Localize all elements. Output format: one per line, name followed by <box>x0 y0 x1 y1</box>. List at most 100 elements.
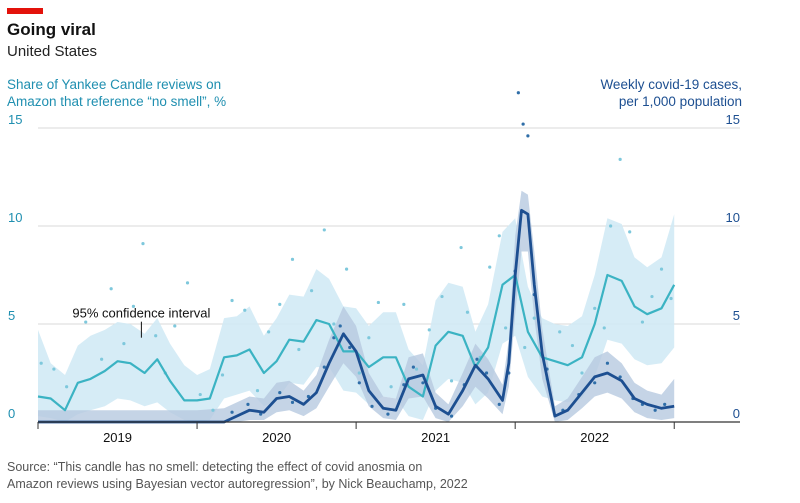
no-smell-data-point <box>659 267 664 271</box>
left-y-tick-label: 0 <box>8 406 15 421</box>
covid-data-point <box>386 412 390 416</box>
covid-data-point <box>484 371 489 375</box>
no-smell-data-point <box>640 320 645 324</box>
no-smell-data-point <box>297 347 301 352</box>
no-smell-data-point <box>309 289 314 293</box>
no-smell-data-point <box>414 367 419 371</box>
covid-data-point <box>411 365 415 369</box>
x-tick-label: 2021 <box>421 430 450 445</box>
covid-confidence-band <box>38 190 675 422</box>
covid-data-point <box>230 410 234 414</box>
no-smell-data-point <box>109 287 113 291</box>
no-smell-data-point <box>440 294 444 299</box>
chart-title: Going viral <box>7 20 96 39</box>
covid-data-point <box>526 134 530 138</box>
x-tick-label: 2022 <box>580 430 609 445</box>
source-note: Source: “This candle has no smell: detec… <box>7 459 767 493</box>
covid-data-point <box>259 412 263 416</box>
covid-data-point <box>322 365 326 369</box>
no-smell-data-point <box>185 281 190 285</box>
covid-data-point <box>653 408 657 412</box>
no-smell-data-point <box>427 328 431 332</box>
covid-data-point <box>497 402 501 406</box>
left-y-tick-label: 10 <box>8 210 22 225</box>
no-smell-data-point <box>618 157 622 161</box>
no-smell-data-point <box>669 296 673 301</box>
left-y-tick-label: 5 <box>8 308 15 323</box>
no-smell-data-point <box>504 326 508 330</box>
no-smell-data-point <box>267 330 271 334</box>
covid-data-point <box>290 400 295 404</box>
right-y-tick-label: 15 <box>726 112 740 127</box>
confidence-interval-annotation: 95% confidence interval <box>72 306 210 321</box>
no-smell-data-point <box>198 392 202 397</box>
no-smell-data-point <box>122 342 126 346</box>
no-smell-data-point <box>558 330 562 334</box>
no-smell-data-point <box>459 245 463 250</box>
no-smell-data-point <box>220 373 225 377</box>
covid-data-point <box>521 122 525 126</box>
no-smell-data-point <box>580 371 584 375</box>
right-axis-title-line-2: per 1,000 population <box>618 94 742 109</box>
no-smell-data-point <box>243 308 247 312</box>
source-line-1: Source: “This candle has no smell: detec… <box>7 460 423 474</box>
no-smell-data-point <box>465 310 470 314</box>
no-smell-data-point <box>154 334 158 338</box>
covid-data-point <box>246 402 250 406</box>
left-axis-title-line-2: Amazon that reference “no smell”, % <box>7 94 227 109</box>
no-smell-data-point <box>141 242 145 246</box>
no-smell-data-point <box>602 326 606 330</box>
covid-data-point <box>593 381 597 385</box>
covid-data-point <box>475 357 479 361</box>
right-axis-title-line-1: Weekly covid-19 cases, <box>600 77 742 92</box>
no-smell-data-point <box>65 385 69 389</box>
covid-cases-line <box>38 208 675 424</box>
no-smell-data-point <box>367 336 371 340</box>
covid-data-point <box>348 345 352 350</box>
covid-data-point <box>370 404 374 408</box>
covid-data-point <box>357 381 361 385</box>
covid-data-point <box>663 402 667 406</box>
no-smell-data-point <box>570 343 575 348</box>
no-smell-data-point <box>322 228 326 232</box>
x-tick-label: 2019 <box>103 430 132 445</box>
no-smell-data-point <box>290 257 295 261</box>
no-smell-data-point <box>173 324 177 328</box>
x-tick-label: 2020 <box>262 430 291 445</box>
left-axis-title-line-1: Share of Yankee Candle reviews on <box>7 77 222 92</box>
no-smell-data-point <box>488 265 492 269</box>
no-smell-data-point <box>609 224 613 228</box>
right-y-tick-label: 0 <box>733 406 740 421</box>
no-smell-data-point <box>402 302 406 306</box>
right-axis-title: Weekly covid-19 cases, per 1,000 populat… <box>600 76 742 110</box>
covid-data-point <box>338 324 342 328</box>
chart-area: 0 5 10 15 0 5 10 15 2019 2020 2021 2022 95% confiden… <box>8 91 740 445</box>
no-smell-data-point <box>628 230 632 234</box>
left-axis-title: Share of Yankee Candle reviews on Amazon… <box>7 76 226 110</box>
no-smell-data-point <box>230 298 234 303</box>
chart-subtitle: United States <box>7 43 98 60</box>
no-smell-data-point <box>211 408 215 412</box>
covid-data-point <box>278 391 282 395</box>
no-smell-data-point <box>39 361 43 365</box>
no-smell-data-point <box>52 367 56 371</box>
left-y-tick-label: 15 <box>8 112 22 127</box>
no-smell-data-point <box>84 320 88 324</box>
no-smell-data-point <box>332 322 336 326</box>
covid-data-point <box>449 414 454 418</box>
right-y-tick-label: 10 <box>726 210 740 225</box>
covid-data-point <box>516 91 520 95</box>
no-smell-data-point <box>344 267 349 271</box>
covid-data-point <box>306 394 310 399</box>
no-smell-data-point <box>357 371 361 375</box>
covid-data-point <box>618 375 622 379</box>
source-line-2: Amazon reviews using Bayesian vector aut… <box>7 477 468 491</box>
no-smell-data-point <box>376 300 380 305</box>
no-smell-data-point <box>497 234 501 238</box>
no-smell-data-point <box>449 379 454 383</box>
no-smell-data-point <box>131 304 136 308</box>
covid-data-point <box>605 361 610 365</box>
no-smell-data-point <box>255 389 260 393</box>
brand-bar <box>7 8 43 14</box>
no-smell-data-point <box>100 357 104 361</box>
